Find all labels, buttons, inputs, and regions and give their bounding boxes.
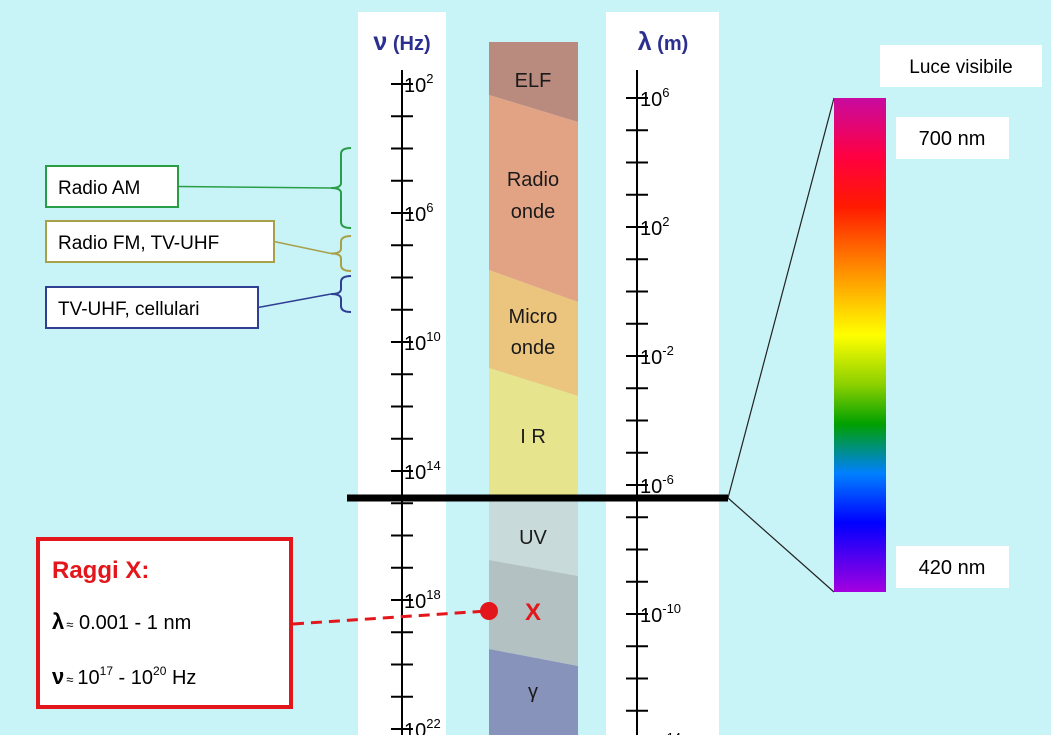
band-x xyxy=(489,560,578,666)
callout-tv-uhf-cellulari-label: TV-UHF, cellulari xyxy=(58,299,199,320)
axis-tick-label: 1014 xyxy=(404,458,441,484)
band-γ xyxy=(489,649,578,735)
axis-tick-label: 10-10 xyxy=(640,601,681,627)
xray-frequency-range: ν ≈1017 - 1020 Hz xyxy=(52,664,196,689)
band-ir xyxy=(489,368,578,498)
band-elf xyxy=(489,42,578,122)
band-label: UV xyxy=(519,527,547,549)
visible-title: Luce visibile xyxy=(909,57,1013,78)
spectrum-band-column: ELF Radio onde Micro onde I R UV Xγ xyxy=(489,42,578,735)
band-label: onde xyxy=(511,337,556,359)
visible-top-label-box xyxy=(896,117,1009,159)
callout-radio-am-label: Radio AM xyxy=(58,178,140,199)
axis-tick-label: 106 xyxy=(640,85,669,111)
band-label: I R xyxy=(520,426,546,448)
band-label: γ xyxy=(528,681,538,703)
xray-box: Raggi X: λ ≈ 0.001 - 1 nm ν ≈1017 - 1020 H… xyxy=(36,537,293,709)
band-label: Micro xyxy=(509,306,558,328)
visible-top-label: 700 nm xyxy=(919,128,986,150)
visible-bottom-label: 420 nm xyxy=(919,557,986,579)
callout-tv-uhf-cellulari-brace xyxy=(330,275,352,313)
band-label: ELF xyxy=(515,70,552,92)
visible-zoom-line-top xyxy=(727,97,835,499)
axis-tick-label: 1010 xyxy=(404,329,441,355)
xray-title: Raggi X: xyxy=(52,557,149,584)
band-label: Radio xyxy=(507,169,559,191)
wavelength-panel xyxy=(606,12,719,735)
callout-tv-uhf-cellulari-connector xyxy=(257,293,332,309)
band-radio-onde xyxy=(489,95,578,302)
frequency-axis-label: ν (Hz) xyxy=(373,28,430,56)
callout-radio-fm-tv-uhf-brace xyxy=(330,235,352,272)
axis-tick-label: 1022 xyxy=(404,716,441,735)
xray-box-frame xyxy=(36,537,293,709)
frequency-callouts: Radio AM Radio FM, TV-UHF TV-UHF, cellular… xyxy=(45,147,352,329)
axis-tick-label: 10-2 xyxy=(640,343,674,369)
band-uv xyxy=(489,498,578,576)
xray-wavelength-range: λ ≈ 0.001 - 1 nm xyxy=(52,609,191,634)
axis-tick-label: 10-6 xyxy=(640,472,674,498)
callout-radio-am-box xyxy=(45,165,179,208)
visible-zoom-line-bottom xyxy=(727,497,835,593)
callout-radio-am-connector xyxy=(177,185,332,189)
axis-tick-label: 106 xyxy=(404,200,433,226)
axis-tick-label: 102 xyxy=(404,71,433,97)
visible-bottom-label-box xyxy=(896,546,1009,588)
callout-radio-fm-tv-uhf-box xyxy=(45,220,275,263)
axis-tick-label: 1018 xyxy=(404,587,441,613)
xray-pointer-dot xyxy=(480,602,498,620)
visible-title-box xyxy=(880,45,1042,87)
xray-pointer-line xyxy=(292,609,488,626)
visible-spectrum-bar xyxy=(834,98,886,592)
band-label: onde xyxy=(511,201,556,223)
band-micro-onde xyxy=(489,270,578,396)
band-label: X xyxy=(525,599,541,626)
axis-tick-label: 102 xyxy=(640,214,669,240)
frequency-axis: 102 106 1010 1014 1018 1022 xyxy=(391,70,441,735)
callout-radio-fm-tv-uhf-label: Radio FM, TV-UHF xyxy=(58,233,219,254)
wavelength-axis-label: λ (m) xyxy=(638,28,689,56)
callout-radio-am-brace xyxy=(330,147,352,229)
callout-radio-fm-tv-uhf-connector xyxy=(273,240,332,255)
